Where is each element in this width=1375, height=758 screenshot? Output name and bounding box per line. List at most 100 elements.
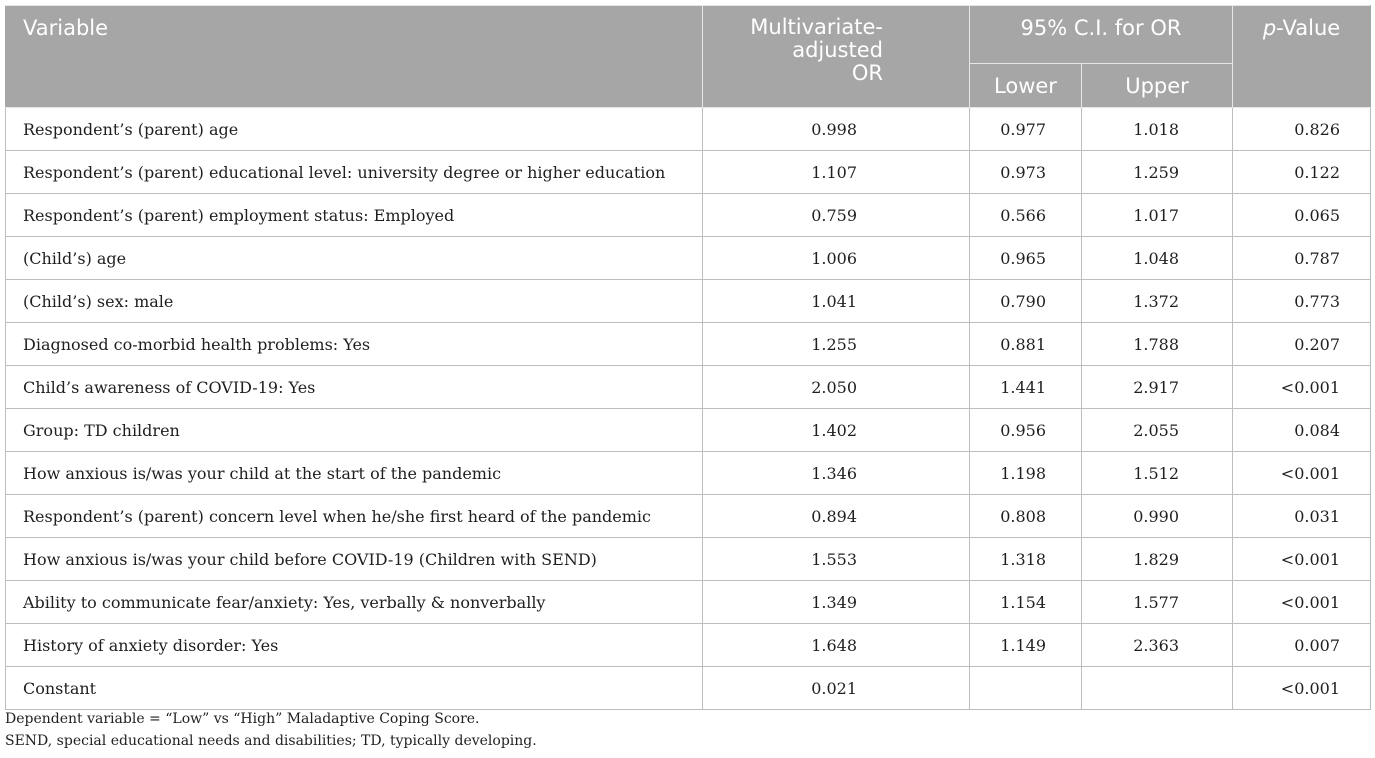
- cell-upper: [1081, 666, 1233, 710]
- cell-or: 1.255: [702, 322, 970, 366]
- cell-p-value: <0.001: [1232, 537, 1371, 581]
- cell-or: 0.759: [702, 193, 970, 237]
- cell-lower: 0.566: [969, 193, 1082, 237]
- cell-lower: 0.881: [969, 322, 1082, 366]
- cell-variable: Respondent’s (parent) age: [5, 107, 703, 151]
- table-row: Group: TD children 1.402 0.956 2.055 0.084: [5, 408, 1371, 452]
- cell-p-value: <0.001: [1232, 365, 1371, 409]
- cell-lower: 1.149: [969, 623, 1082, 667]
- cell-p-value: 0.773: [1232, 279, 1371, 323]
- cell-upper: 1.017: [1081, 193, 1233, 237]
- cell-p-value: 0.122: [1232, 150, 1371, 194]
- cell-lower: 1.441: [969, 365, 1082, 409]
- cell-variable: (Child’s) sex: male: [5, 279, 703, 323]
- cell-lower: 0.965: [969, 236, 1082, 280]
- cell-or: 1.346: [702, 451, 970, 495]
- cell-p-value: 0.826: [1232, 107, 1371, 151]
- table-footnotes: Dependent variable = “Low” vs “High” Mal…: [5, 708, 537, 752]
- cell-lower: [969, 666, 1082, 710]
- header-p-rest: -Value: [1276, 16, 1341, 40]
- cell-lower: 0.956: [969, 408, 1082, 452]
- cell-p-value: 0.031: [1232, 494, 1371, 538]
- cell-upper: 1.259: [1081, 150, 1233, 194]
- cell-or: 1.402: [702, 408, 970, 452]
- header-p-italic: p: [1262, 16, 1277, 40]
- table-row: Respondent’s (parent) concern level when…: [5, 494, 1371, 538]
- cell-p-value: 0.084: [1232, 408, 1371, 452]
- table-row: (Child’s) age 1.006 0.965 1.048 0.787: [5, 236, 1371, 280]
- cell-p-value: 0.207: [1232, 322, 1371, 366]
- cell-variable: (Child’s) age: [5, 236, 703, 280]
- table-header: Variable Multivariate- adjusted OR 95% C…: [5, 5, 1371, 108]
- cell-variable: Respondent’s (parent) employment status:…: [5, 193, 703, 237]
- table-row: How anxious is/was your child before COV…: [5, 537, 1371, 581]
- cell-upper: 1.577: [1081, 580, 1233, 624]
- cell-or: 0.998: [702, 107, 970, 151]
- cell-lower: 1.154: [969, 580, 1082, 624]
- header-variable: Variable: [5, 5, 703, 108]
- cell-variable: Ability to communicate fear/anxiety: Yes…: [5, 580, 703, 624]
- cell-or: 1.107: [702, 150, 970, 194]
- header-or-line1: Multivariate-: [750, 15, 883, 39]
- footnote-abbreviations: SEND, special educational needs and disa…: [5, 733, 537, 749]
- results-table-container: Variable Multivariate- adjusted OR 95% C…: [5, 5, 1371, 710]
- header-ci: 95% C.I. for OR: [969, 5, 1233, 64]
- header-upper: Upper: [1081, 63, 1233, 108]
- cell-upper: 2.917: [1081, 365, 1233, 409]
- table-row: Respondent’s (parent) employment status:…: [5, 193, 1371, 237]
- table-row: Ability to communicate fear/anxiety: Yes…: [5, 580, 1371, 624]
- cell-lower: 0.808: [969, 494, 1082, 538]
- table-row: Respondent’s (parent) age 0.998 0.977 1.018…: [5, 107, 1371, 151]
- cell-or: 1.041: [702, 279, 970, 323]
- cell-or: 1.648: [702, 623, 970, 667]
- cell-or: 0.894: [702, 494, 970, 538]
- cell-variable: History of anxiety disorder: Yes: [5, 623, 703, 667]
- header-or-line2: adjusted: [792, 38, 883, 62]
- table-row: Respondent’s (parent) educational level:…: [5, 150, 1371, 194]
- cell-variable: How anxious is/was your child at the sta…: [5, 451, 703, 495]
- cell-or: 2.050: [702, 365, 970, 409]
- cell-lower: 0.977: [969, 107, 1082, 151]
- cell-upper: 2.363: [1081, 623, 1233, 667]
- cell-variable: Respondent’s (parent) educational level:…: [5, 150, 703, 194]
- cell-p-value: <0.001: [1232, 580, 1371, 624]
- cell-upper: 2.055: [1081, 408, 1233, 452]
- cell-p-value: 0.007: [1232, 623, 1371, 667]
- table-row: History of anxiety disorder: Yes 1.648 1.1…: [5, 623, 1371, 667]
- cell-p-value: <0.001: [1232, 451, 1371, 495]
- header-or-line3: OR: [851, 61, 883, 85]
- cell-or: 0.021: [702, 666, 970, 710]
- table-row: How anxious is/was your child at the sta…: [5, 451, 1371, 495]
- cell-variable: Diagnosed co-morbid health problems: Yes: [5, 322, 703, 366]
- cell-or: 1.349: [702, 580, 970, 624]
- cell-lower: 1.198: [969, 451, 1082, 495]
- footnote-dependent-variable: Dependent variable = “Low” vs “High” Mal…: [5, 711, 480, 727]
- cell-variable: Group: TD children: [5, 408, 703, 452]
- table-body: Respondent’s (parent) age 0.998 0.977 1.018…: [5, 107, 1371, 710]
- cell-p-value: 0.065: [1232, 193, 1371, 237]
- cell-lower: 1.318: [969, 537, 1082, 581]
- cell-upper: 1.372: [1081, 279, 1233, 323]
- cell-p-value: <0.001: [1232, 666, 1371, 710]
- cell-lower: 0.973: [969, 150, 1082, 194]
- cell-variable: How anxious is/was your child before COV…: [5, 537, 703, 581]
- cell-variable: Constant: [5, 666, 703, 710]
- cell-variable: Child’s awareness of COVID-19: Yes: [5, 365, 703, 409]
- cell-upper: 0.990: [1081, 494, 1233, 538]
- cell-upper: 1.048: [1081, 236, 1233, 280]
- cell-or: 1.006: [702, 236, 970, 280]
- header-or: Multivariate- adjusted OR: [702, 5, 970, 108]
- cell-upper: 1.018: [1081, 107, 1233, 151]
- header-p-value: p-Value: [1232, 5, 1371, 108]
- table-row: Child’s awareness of COVID-19: Yes 2.050 1…: [5, 365, 1371, 409]
- table-row: Diagnosed co-morbid health problems: Yes…: [5, 322, 1371, 366]
- header-lower: Lower: [969, 63, 1082, 108]
- cell-upper: 1.788: [1081, 322, 1233, 366]
- table-row: (Child’s) sex: male 1.041 0.790 1.372 0.773: [5, 279, 1371, 323]
- regression-table: Variable Multivariate- adjusted OR 95% C…: [5, 5, 1371, 710]
- cell-p-value: 0.787: [1232, 236, 1371, 280]
- cell-variable: Respondent’s (parent) concern level when…: [5, 494, 703, 538]
- cell-or: 1.553: [702, 537, 970, 581]
- cell-upper: 1.512: [1081, 451, 1233, 495]
- table-row: Constant 0.021 <0.001: [5, 666, 1371, 710]
